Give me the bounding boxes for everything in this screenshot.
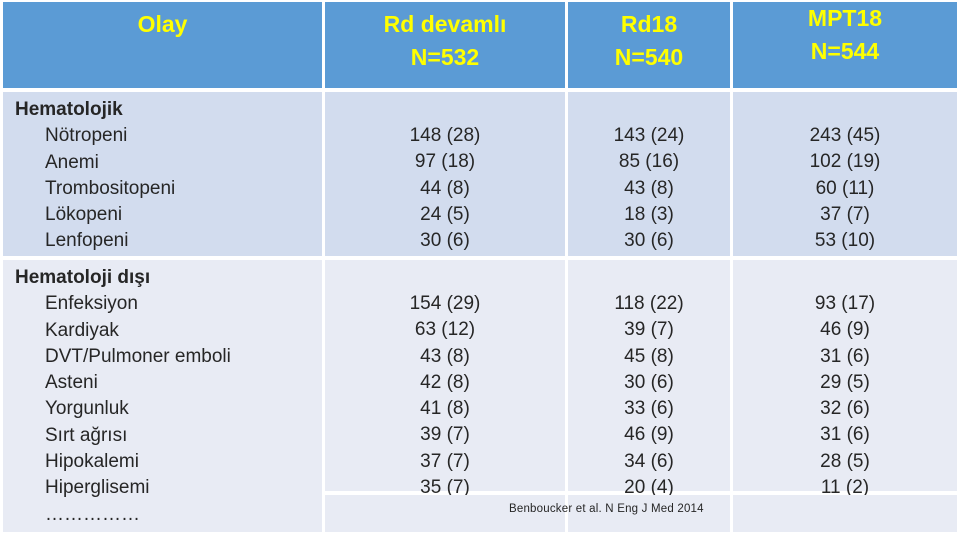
values-mpt18-hematolojik: 243 (45) 102 (19) 60 (11) 37 (7) 53 (10) [733, 92, 957, 256]
header-cell-rd-devamli: Rd devamlı N=532 [325, 2, 565, 88]
value-rd-devamli: 35 (7) [420, 477, 470, 499]
value-rd18: 20 (4) [624, 477, 674, 499]
values-rd-devamli-hematolojik: 148 (28) 97 (18) 44 (8) 24 (5) 30 (6) [325, 92, 565, 256]
value-mpt18: 31 (6) [820, 424, 870, 446]
value-rd18: 30 (6) [624, 230, 674, 252]
value-mpt18: 37 (7) [820, 203, 870, 225]
value-rd18: 85 (16) [618, 151, 680, 173]
value-rd-devamli: 148 (28) [409, 125, 481, 146]
header-cell-mpt18: MPT18 N=544 [733, 2, 957, 88]
header-rd18-label: Rd18 [620, 11, 678, 37]
value-mpt18: 32 (6) [820, 398, 870, 420]
value-mpt18: 31 (6) [820, 345, 870, 367]
values-rd-devamli-hematoloji-disi: 154 (29) 63 (12) 43 (8) 42 (8) 41 (8) 39 (7) 3… [325, 260, 565, 498]
value-rd18: 143 (24) [613, 125, 685, 146]
value-rd18: 34 (6) [624, 450, 674, 472]
event-label: Hiperglisemi [45, 477, 150, 499]
header-cell-rd18: Rd18 N=540 [568, 2, 730, 88]
value-rd18: 118 (22) [614, 293, 684, 314]
value-rd-devamli: 41 (8) [420, 398, 470, 420]
event-label: Lenfopeni [45, 230, 129, 252]
value-rd18: 43 (8) [624, 177, 674, 199]
value-rd18: 33 (6) [624, 398, 674, 420]
value-mpt18: 243 (45) [809, 125, 881, 146]
header-mpt18-n: N=544 [810, 38, 880, 64]
value-rd-devamli: 63 (12) [414, 319, 476, 341]
value-rd18: 39 (7) [624, 319, 674, 341]
adverse-events-table: Olay Rd devamlı N=532 Rd18 N=540 MPT18 N… [3, 2, 957, 532]
footer-cell-rd-devamli [325, 495, 565, 532]
values-rd18-hematoloji-disi: 118 (22) 39 (7) 45 (8) 30 (6) 33 (6) 46 (9) 34… [568, 260, 730, 498]
citation-text: Benboucker et al. N Eng J Med 2014 [509, 503, 704, 515]
value-mpt18: 93 (17) [814, 293, 876, 314]
value-rd-devamli: 154 (29) [409, 293, 481, 314]
value-rd-devamli: 37 (7) [420, 450, 470, 472]
event-group-hematolojik: Hematolojik Nötropeni Anemi Trombositopeni… [3, 92, 322, 256]
value-mpt18: 102 (19) [809, 151, 881, 173]
event-label: Hipokalemi [45, 451, 139, 473]
value-mpt18: 46 (9) [820, 319, 870, 341]
value-rd-devamli: 97 (18) [414, 151, 476, 173]
value-rd-devamli: 43 (8) [420, 345, 470, 367]
event-label: Nötropeni [45, 125, 128, 147]
header-cell-event: Olay [3, 2, 322, 88]
value-rd-devamli: 44 (8) [420, 177, 470, 199]
group-items-hematolojik: Nötropeni Anemi Trombositopeni Lökopeni Lenf… [3, 123, 322, 254]
group-items-hematoloji-disi: Enfeksiyon Kardiyak DVT/Pulmoner emboli Ast… [3, 291, 322, 528]
group-title-hematoloji-disi: Hematoloji dışı [15, 267, 151, 288]
value-mpt18: 28 (5) [820, 450, 870, 472]
header-rd-devamli-label: Rd devamlı [383, 11, 507, 37]
value-rd-devamli: 42 (8) [420, 371, 470, 393]
event-label: Yorgunluk [45, 398, 129, 420]
value-mpt18: 29 (5) [820, 371, 870, 393]
event-label: DVT/Pulmoner emboli [45, 345, 231, 367]
event-group-hematoloji-disi: Hematoloji dışı Enfeksiyon Kardiyak DVT/Pu… [3, 260, 322, 532]
value-mpt18: 60 (11) [815, 177, 875, 199]
event-label: Asteni [45, 372, 98, 394]
footer-cell-mpt18 [733, 495, 957, 532]
values-mpt18-hematoloji-disi: 93 (17) 46 (9) 31 (6) 29 (5) 32 (6) 31 (6) 28 … [733, 260, 957, 498]
header-event-label: Olay [137, 11, 188, 37]
value-rd-devamli: 24 (5) [420, 203, 470, 225]
event-label: Trombositopeni [45, 177, 176, 199]
value-rd-devamli: 39 (7) [420, 424, 470, 446]
value-rd-devamli: 30 (6) [420, 230, 470, 252]
event-label: Anemi [45, 151, 99, 173]
event-label: Lökopeni [45, 204, 123, 226]
event-label: Sırt ağrısı [45, 424, 128, 446]
values-rd18-hematolojik: 143 (24) 85 (16) 43 (8) 18 (3) 30 (6) [568, 92, 730, 256]
value-rd18: 30 (6) [624, 371, 674, 393]
header-rd18-n: N=540 [614, 44, 684, 70]
group-title-hematolojik: Hematolojik [15, 99, 123, 120]
header-mpt18-label: MPT18 [807, 5, 883, 31]
value-rd18: 46 (9) [624, 424, 674, 446]
value-rd18: 45 (8) [624, 345, 674, 367]
value-rd18: 18 (3) [624, 203, 674, 225]
event-label: Kardiyak [45, 319, 119, 341]
event-label: …………… [45, 503, 140, 525]
event-label: Enfeksiyon [45, 293, 138, 315]
footer-cell-rd18 [568, 495, 730, 532]
header-rd-devamli-n: N=532 [410, 44, 480, 70]
value-mpt18: 11 (2) [820, 477, 870, 499]
value-mpt18: 53 (10) [814, 230, 876, 252]
